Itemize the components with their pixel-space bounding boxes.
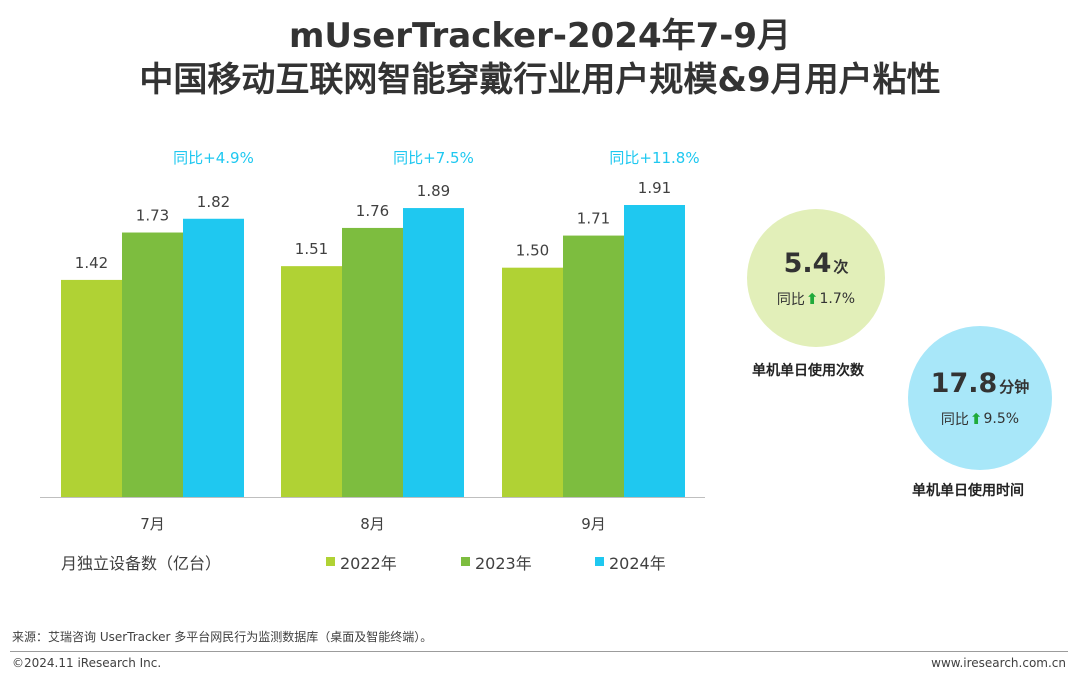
usage-time-unit: 分钟: [999, 377, 1030, 396]
x-tick-label: 9月: [581, 515, 606, 533]
legend-label: 2024年: [609, 554, 666, 573]
yoy-label: 同比+7.5%: [393, 149, 474, 167]
usage-time-label: 单机单日使用时间: [912, 483, 1024, 499]
footer-divider: [10, 651, 1068, 652]
data-label: 1.42: [75, 254, 108, 272]
bar-2023年-8月: [342, 227, 403, 497]
bar-2022年-9月: [502, 267, 563, 497]
bar-2023年-7月: [122, 232, 183, 498]
usage-count-bubble: 5.4 次 同比 ⬆ 1.7%: [747, 209, 885, 347]
legend-swatch: [595, 557, 604, 566]
data-label: 1.51: [295, 240, 328, 258]
legend-label: 2022年: [340, 554, 397, 573]
data-label: 1.50: [516, 242, 549, 260]
legend-label: 2023年: [475, 554, 532, 573]
x-tick-label: 7月: [140, 515, 165, 533]
bar-2024年-8月: [403, 208, 464, 497]
data-label: 1.73: [136, 207, 169, 225]
usage-time-bubble: 17.8 分钟 同比 ⬆ 9.5%: [908, 326, 1052, 470]
bar-2022年-8月: [281, 266, 342, 497]
bar-2024年-9月: [624, 205, 685, 497]
data-label: 1.82: [197, 193, 230, 211]
x-tick-label: 8月: [360, 515, 385, 533]
legend-swatch: [326, 557, 335, 566]
usage-count-value: 5.4: [783, 247, 832, 279]
bar-chart: 1.42 1.73 1.82 同比+4.9% 7月 1.51 1.76 1.89 同比+7.5%…: [40, 149, 705, 573]
bar-2024年-7月: [183, 218, 244, 497]
y-axis-label: 月独立设备数（亿台）: [61, 554, 221, 573]
usage-time-yoy-value: 9.5%: [983, 410, 1020, 427]
usage-time-value: 17.8: [930, 367, 998, 399]
yoy-label: 同比+11.8%: [609, 149, 699, 167]
data-label: 1.91: [638, 179, 671, 197]
bar-2023年-9月: [563, 235, 624, 497]
usage-count-yoy-prefix: 同比: [776, 291, 805, 308]
usage-count-yoy-value: 1.7%: [819, 290, 856, 307]
usage-count-label: 单机单日使用次数: [752, 363, 864, 379]
usage-count-unit: 次: [833, 257, 849, 276]
yoy-label: 同比+4.9%: [173, 149, 254, 167]
data-label: 1.71: [577, 210, 610, 228]
website-link[interactable]: www.iresearch.com.cn: [931, 656, 1066, 670]
title-line-2: 中国移动互联网智能穿戴行业用户规模&9月用户粘性: [139, 60, 941, 100]
legend-swatch: [461, 557, 470, 566]
usage-time-yoy-prefix: 同比: [940, 411, 969, 428]
title-line-1: mUserTracker-2024年7-9月: [288, 16, 792, 56]
arrow-up-icon: ⬆: [969, 409, 983, 428]
copyright-text: ©2024.11 iResearch Inc.: [12, 656, 162, 670]
data-source-note: 来源：艾瑞咨询 UserTracker 多平台网民行为监测数据库（桌面及智能终端…: [12, 630, 433, 644]
chart-title: mUserTracker-2024年7-9月 中国移动互联网智能穿戴行业用户规模…: [0, 14, 1080, 102]
bar-2022年-7月: [61, 279, 122, 497]
arrow-up-icon: ⬆: [805, 289, 819, 308]
data-label: 1.89: [417, 182, 450, 200]
data-label: 1.76: [356, 202, 389, 220]
